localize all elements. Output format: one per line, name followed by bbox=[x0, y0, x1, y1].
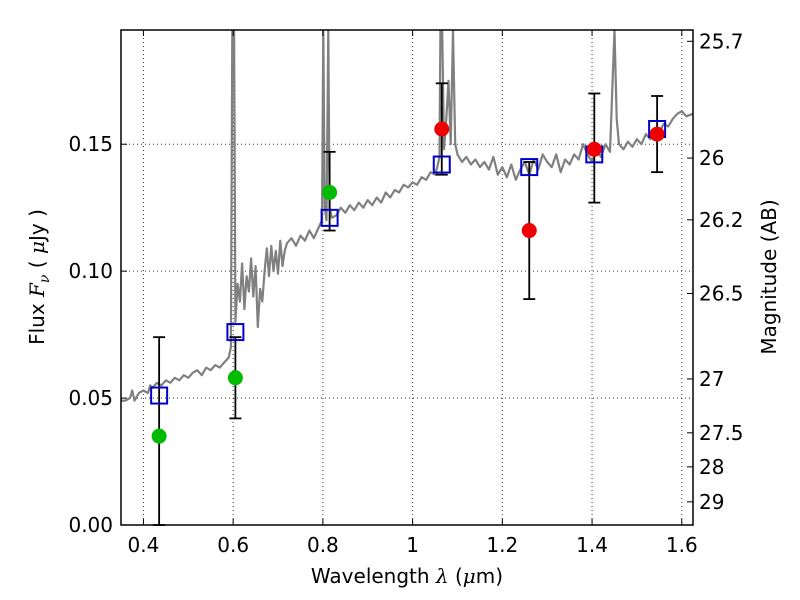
x-tick-label: 0.4 bbox=[128, 533, 160, 557]
y2-tick-label: 28 bbox=[699, 455, 724, 479]
x-tick-label: 1 bbox=[406, 533, 419, 557]
marker-layer bbox=[150, 82, 667, 526]
y-tick-label: 0.10 bbox=[68, 259, 113, 283]
x-tick-label: 0.6 bbox=[217, 533, 249, 557]
y2-axis-title: Magnitude (AB) bbox=[757, 199, 781, 354]
x-tick-label: 1.4 bbox=[576, 533, 608, 557]
y-tick-label: 0.00 bbox=[68, 513, 113, 537]
plot-frame bbox=[120, 29, 694, 526]
model-photometry-square bbox=[320, 208, 339, 227]
model-photometry-square bbox=[150, 386, 169, 405]
x-tick-label: 0.8 bbox=[307, 533, 339, 557]
y2-tick-label: 26 bbox=[699, 146, 724, 170]
model-photometry-square bbox=[226, 323, 245, 342]
data-point bbox=[227, 370, 243, 386]
x-tick-label: 1.6 bbox=[666, 533, 698, 557]
y2-tick-label: 27 bbox=[699, 367, 724, 391]
y-tick-label: 0.05 bbox=[68, 386, 113, 410]
y-axis-title: Flux Fν ( μJy ) bbox=[25, 209, 53, 345]
y2-tick-label: 26.2 bbox=[699, 208, 744, 232]
model-photometry-square bbox=[432, 155, 451, 174]
model-photometry-square bbox=[520, 158, 539, 177]
data-point bbox=[434, 121, 450, 137]
data-point bbox=[322, 184, 338, 200]
spectrum-layer bbox=[121, 30, 693, 402]
y-tick-label: 0.15 bbox=[68, 132, 113, 156]
y2-tick-label: 29 bbox=[699, 490, 724, 514]
data-point bbox=[649, 126, 665, 142]
y2-tick-label: 25.7 bbox=[699, 29, 744, 53]
plot-area bbox=[121, 30, 693, 526]
y2-tick-label: 26.5 bbox=[699, 281, 744, 305]
x-axis-title: Wavelength λ (μm) bbox=[311, 564, 503, 588]
y2-tick-label: 27.5 bbox=[699, 421, 744, 445]
data-point bbox=[586, 141, 602, 157]
data-point bbox=[521, 223, 537, 239]
ticks: 0.4 0.6 0.8 1 1.2 1.4 1.6 0.00 0.05 0.10 0.15 25.7 2… bbox=[68, 29, 743, 557]
x-tick-label: 1.2 bbox=[486, 533, 518, 557]
spectrum-line bbox=[121, 30, 693, 402]
data-point bbox=[151, 428, 167, 444]
